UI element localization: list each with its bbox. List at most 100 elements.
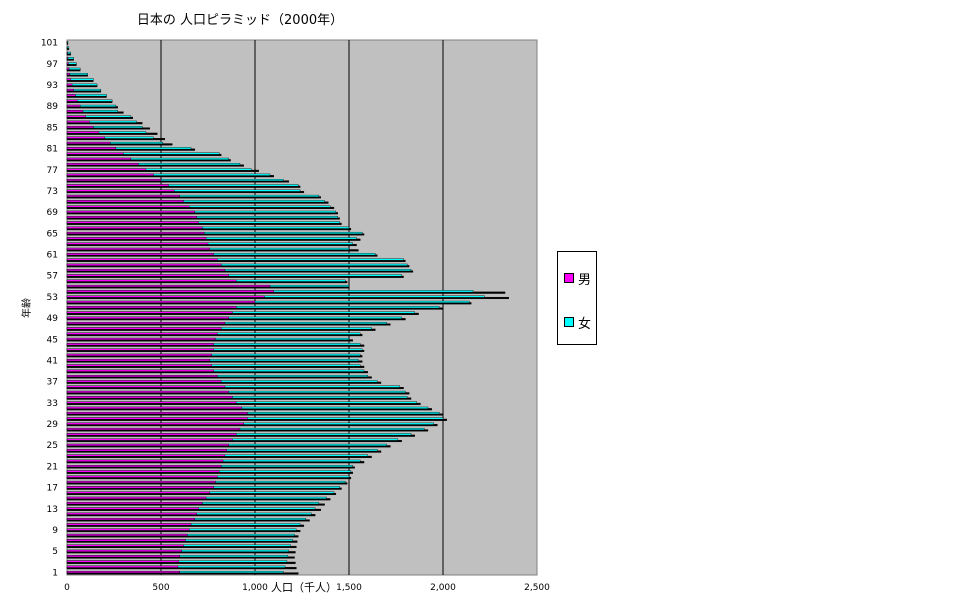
bar-male bbox=[66, 454, 226, 457]
y-tick-label: 25 bbox=[47, 441, 58, 451]
chart-title: 日本の 人口ピラミッド（2000年） bbox=[137, 13, 343, 28]
bar-male bbox=[66, 380, 222, 383]
legend-swatch-female bbox=[564, 317, 574, 327]
y-tick-label: 97 bbox=[47, 60, 58, 70]
y-axis-ticks: 1 5 9 13 17 21 25 29 33 37 41 45 49 53 57 61 65 69 73 77 81 8… bbox=[41, 39, 58, 579]
bar-male bbox=[66, 427, 241, 431]
bar-male bbox=[66, 523, 192, 526]
bar-male bbox=[66, 343, 214, 346]
bar-male bbox=[66, 136, 105, 139]
bar-male bbox=[66, 390, 229, 393]
bar-male bbox=[66, 99, 78, 102]
bar-male bbox=[66, 269, 226, 272]
bar-male bbox=[66, 179, 162, 182]
y-tick-label: 21 bbox=[47, 462, 58, 472]
y-tick-label: 49 bbox=[47, 314, 59, 324]
bar-male bbox=[66, 459, 224, 462]
bar-male bbox=[66, 83, 73, 86]
bar-male bbox=[66, 322, 226, 325]
bar-layer bbox=[66, 41, 509, 575]
y-tick-label: 77 bbox=[47, 166, 58, 176]
bar-male bbox=[66, 327, 222, 330]
bar-male bbox=[66, 274, 229, 277]
bar-male bbox=[66, 337, 216, 340]
x-tick-label: 0 bbox=[64, 583, 70, 593]
bar-male bbox=[66, 422, 244, 425]
bar-male bbox=[66, 279, 237, 282]
bar-male bbox=[66, 110, 84, 113]
bar-male bbox=[66, 67, 70, 70]
x-tick-label: 1,000 bbox=[242, 583, 268, 593]
bar-male bbox=[66, 443, 229, 446]
bar-male bbox=[66, 385, 226, 388]
bar-male bbox=[66, 242, 209, 245]
bar-male bbox=[66, 570, 181, 574]
bar-male bbox=[66, 486, 214, 489]
legend-label-male: 男 bbox=[578, 272, 592, 288]
y-tick-label: 61 bbox=[47, 251, 58, 261]
y-tick-label: 53 bbox=[47, 293, 58, 303]
bar-male bbox=[66, 221, 199, 224]
bar-male bbox=[66, 465, 222, 468]
bar-male bbox=[66, 131, 100, 134]
y-tick-label: 81 bbox=[47, 145, 58, 155]
bar-male bbox=[66, 189, 175, 192]
bar-male bbox=[66, 528, 190, 531]
bar-male bbox=[66, 507, 199, 510]
bar-male bbox=[66, 332, 218, 335]
bar-male bbox=[66, 549, 182, 552]
bar-male bbox=[66, 491, 211, 494]
bar-male bbox=[66, 555, 181, 558]
legend-item-male: 男 bbox=[564, 270, 592, 288]
bar-male bbox=[66, 57, 69, 60]
bar-male bbox=[66, 152, 124, 155]
bar-male bbox=[66, 141, 111, 144]
bar-male bbox=[66, 496, 207, 499]
bar-male bbox=[66, 263, 222, 266]
bar-male bbox=[66, 115, 86, 118]
bar-male bbox=[66, 316, 229, 319]
y-tick-label: 57 bbox=[47, 272, 58, 282]
bar-male bbox=[66, 539, 186, 542]
bar-male bbox=[66, 284, 271, 288]
bar-male bbox=[66, 216, 197, 219]
bar-male bbox=[66, 226, 203, 229]
bar-male bbox=[66, 247, 211, 250]
bar-male bbox=[66, 544, 184, 547]
bar-male bbox=[66, 374, 218, 378]
bar-male bbox=[66, 173, 154, 176]
bar-male bbox=[66, 194, 181, 197]
bar-male bbox=[66, 210, 196, 213]
bar-male bbox=[66, 290, 275, 293]
y-tick-label: 33 bbox=[47, 399, 58, 409]
x-tick-label: 1,500 bbox=[336, 583, 362, 593]
bar-male bbox=[66, 359, 211, 362]
x-axis-ticks: 0 500 1,000 1,500 2,000 2,500 bbox=[64, 583, 550, 593]
bar-male bbox=[66, 396, 233, 399]
bar-male bbox=[66, 406, 243, 409]
bar-male bbox=[66, 120, 90, 123]
bar-male bbox=[66, 475, 218, 478]
y-tick-label: 37 bbox=[47, 378, 58, 388]
bar-male bbox=[66, 353, 212, 356]
y-tick-label: 17 bbox=[47, 484, 58, 494]
bar-male bbox=[66, 533, 188, 536]
bar-male bbox=[66, 401, 237, 404]
bar-male bbox=[66, 168, 147, 171]
legend-label-female: 女 bbox=[578, 316, 592, 332]
bar-male bbox=[66, 51, 68, 54]
bar-male bbox=[66, 470, 220, 473]
y-tick-label: 73 bbox=[47, 187, 58, 197]
bar-male bbox=[66, 348, 214, 351]
bar-male bbox=[66, 78, 71, 81]
y-tick-label: 5 bbox=[52, 547, 58, 557]
bar-male bbox=[66, 184, 169, 187]
bar-male bbox=[66, 311, 233, 314]
bar-male bbox=[66, 258, 218, 261]
bar-male bbox=[66, 147, 117, 150]
y-tick-label: 101 bbox=[41, 39, 58, 49]
y-tick-label: 69 bbox=[47, 208, 59, 218]
y-tick-label: 41 bbox=[47, 356, 58, 366]
x-axis-label: 人口（千人） bbox=[271, 581, 337, 594]
